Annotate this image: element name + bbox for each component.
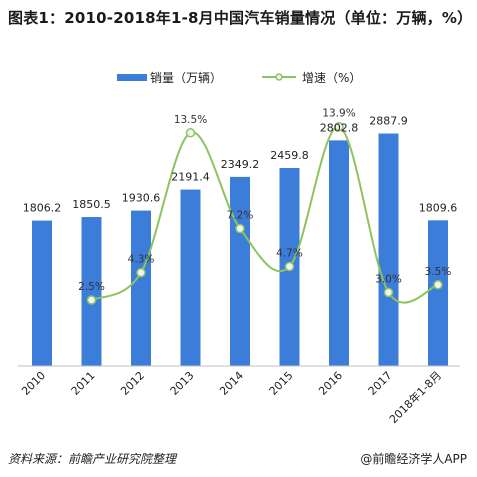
bar-value-label: 2802.8 [320, 121, 359, 134]
bar-value-label: 2887.9 [369, 115, 408, 128]
legend-line-marker [275, 73, 283, 81]
growth-marker [185, 128, 196, 138]
bar-2010 [32, 220, 52, 366]
x-tick-label: 2014 [217, 369, 246, 398]
growth-value-label: 13.9% [322, 108, 355, 120]
growth-marker [235, 223, 245, 234]
growth-marker [284, 261, 295, 272]
legend-bar-label: 销量（万辆） [150, 71, 222, 85]
x-tick-labels: 2010 2011 2012 2013 2014 2015 2016 20172018年1-8… [19, 368, 444, 426]
growth-marker [86, 295, 97, 305]
source-note: 资料来源：前瞻产业研究院整理 [8, 452, 177, 466]
bar-value-label: 1850.5 [72, 198, 111, 211]
x-tick-label: 2011 [69, 369, 98, 398]
x-tick-label: 2010 [19, 369, 48, 398]
growth-marker [433, 280, 443, 290]
growth-value-label: 13.5% [174, 114, 207, 126]
growth-marker [136, 267, 146, 278]
bar-value-label: 1806.2 [23, 202, 62, 215]
chart-title: 图表1：2010-2018年1-8月中国汽车销量情况（单位：万辆，%） [8, 9, 473, 27]
brand-credit: @前瞻经济学人APP [360, 452, 467, 466]
bar-value-label: 1930.6 [122, 192, 161, 205]
bar-value-label: 1809.6 [419, 201, 458, 214]
legend-line-label: 增速（%） [302, 71, 361, 85]
bar-value-label: 2191.4 [171, 171, 210, 184]
bar-value-label: 2459.8 [270, 149, 309, 162]
x-tick-label: 2013 [168, 369, 197, 398]
bar-value-label: 2349.2 [221, 158, 260, 171]
bar-2013 [180, 189, 201, 366]
growth-value-label: 7.2% [227, 210, 254, 222]
bar-2011 [81, 217, 102, 366]
growth-marker [383, 287, 394, 298]
x-tick-label: 2012 [118, 369, 147, 398]
legend: 销量（万辆） 增速（%） [117, 71, 361, 85]
bar-2012 [131, 210, 151, 366]
growth-value-label: 3.0% [375, 273, 402, 285]
growth-value-label: 2.5% [78, 281, 105, 293]
bar-2018年1-8月 [428, 220, 448, 366]
legend-bar-swatch [117, 74, 147, 81]
x-tick-label: 2016 [316, 369, 345, 398]
growth-marker [334, 121, 344, 132]
bar-2014 [230, 176, 250, 366]
growth-value-label: 4.7% [276, 248, 303, 260]
growth-line-group: 2.5% 4.3% 13.5% 7.2% 4.7% 13.9% 3.0% 3.5% [78, 108, 452, 305]
bar-2017 [378, 133, 399, 366]
growth-value-label: 3.5% [425, 266, 452, 278]
x-tick-label: 2017 [366, 369, 395, 398]
growth-line [91, 125, 439, 304]
growth-value-label: 4.3% [128, 254, 155, 266]
bar-2016 [329, 140, 349, 366]
bar-value-labels: 1806.2 1850.5 1930.6 2191.4 2349.2 2459.8 2802… [23, 115, 458, 215]
x-tick-label: 2015 [267, 369, 296, 398]
x-tick-label: 2018年1-8月 [386, 368, 444, 426]
